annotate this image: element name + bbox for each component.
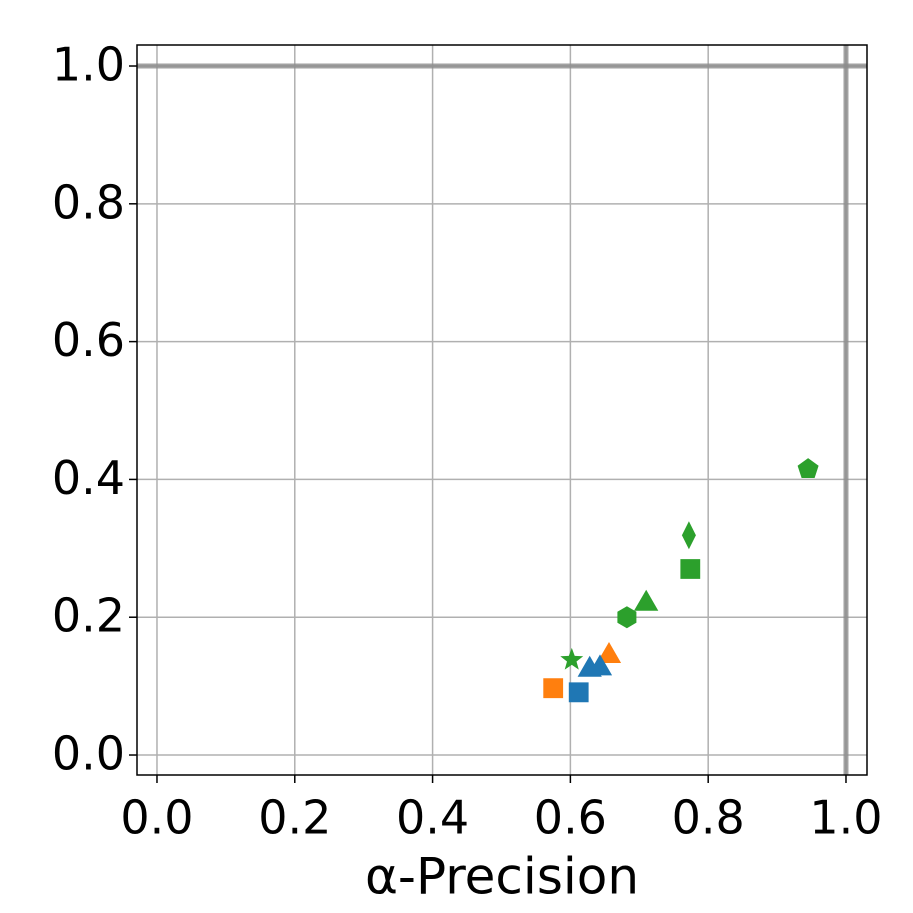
scatter-point: [681, 521, 696, 550]
x-tick-label: 0.6: [534, 791, 607, 845]
x-tick-label: 0.4: [396, 791, 469, 845]
scatter-point: [587, 654, 613, 676]
x-axis-label: α-Precision: [365, 848, 639, 906]
scatter-point: [568, 682, 589, 703]
scatter-point: [617, 606, 637, 629]
scatter-point: [680, 559, 701, 579]
scatter-point: [797, 458, 819, 478]
y-tick-label: 0.2: [52, 589, 125, 643]
x-tick-label: 0.0: [120, 791, 193, 845]
x-tick-label: 1.0: [809, 791, 882, 845]
y-tick-label: 0.8: [52, 175, 125, 229]
y-tick-label: 0.4: [52, 451, 125, 505]
scatter-point: [596, 642, 622, 663]
y-tick-label: 1.0: [52, 38, 125, 92]
scatter-point: [543, 678, 564, 699]
y-tick-label: 0.0: [52, 727, 125, 781]
scatter-point: [634, 589, 659, 611]
y-tick-label: 0.6: [52, 313, 125, 367]
plot-frame: [136, 44, 868, 776]
x-tick-label: 0.2: [258, 791, 331, 845]
scatter-point: [560, 647, 584, 670]
x-tick-label: 0.8: [672, 791, 745, 845]
